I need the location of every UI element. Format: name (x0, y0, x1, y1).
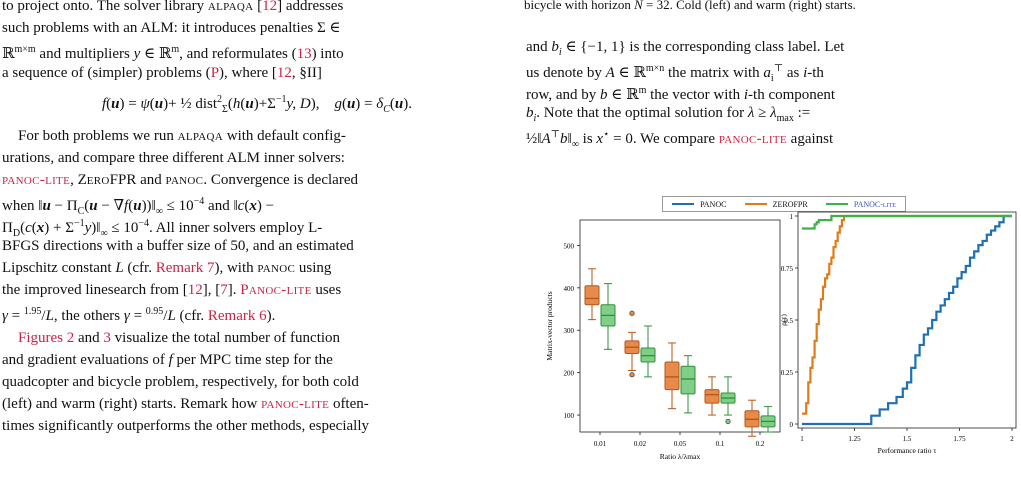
x-tick-label: 0.05 (674, 440, 687, 448)
x-tick-label: 0.02 (634, 440, 647, 448)
y-tick-label: 0.25 (781, 369, 794, 377)
text-line: ℝm×m and multipliers y ∈ ℝm, and reformu… (2, 44, 344, 62)
legend-swatch (672, 203, 695, 205)
x-tick-label: 2 (1010, 435, 1014, 443)
y-tick-label: 200 (564, 370, 575, 378)
text-line: ½‖A⊤b‖∞ is x⋆ = 0. We compare panoc-lite… (526, 129, 834, 150)
box-outlier (629, 372, 635, 378)
legend-item-panoc: PANOC (672, 200, 726, 209)
legend-swatch (825, 203, 848, 205)
x-tick-label: 1.25 (848, 435, 861, 443)
text-line: Lipschitz constant L (cfr. Remark 7), wi… (2, 260, 332, 276)
y-tick-label: 0.5 (784, 317, 793, 325)
series-line-zerofpr (802, 214, 1012, 415)
x-axis-label: Performance ratio τ (878, 446, 937, 455)
box (680, 365, 696, 395)
figure-caption-tail: bicycle with horizon N = 32. Cold (left)… (524, 0, 856, 12)
box-outlier (725, 418, 731, 424)
text-line: BFGS directions with a buffer size of 50… (2, 238, 354, 254)
y-tick-label: 300 (564, 327, 575, 335)
y-tick-label: 400 (564, 285, 575, 293)
text-line: when ‖u − ΠC(u − ∇f(u))‖∞ ≤ 10−4 and ‖c(… (2, 196, 275, 217)
x-tick-label: 1.75 (953, 435, 966, 443)
text-line: a sequence of (simpler) problems (P), wh… (2, 65, 322, 81)
box-outlier (629, 310, 635, 316)
text-line: and gradient evaluations of f per MPC ti… (2, 352, 333, 368)
text-line: us denote by A ∈ ℝm×n the matrix with ai… (526, 63, 824, 84)
y-tick-label: 1 (790, 213, 794, 221)
x-tick-label: 0.01 (594, 440, 607, 448)
text-line: quadcopter and bicycle problem, respecti… (2, 374, 359, 390)
legend-label: PANOC (700, 199, 727, 209)
performance-profile-chart: 0 0.25 0.5 0.75 1 1 1.25 1.5 1.75 2 Performance ra… (780, 211, 1017, 455)
x-axis-label: Ratio λ/λmax (660, 452, 701, 461)
text-line: panoc-lite, ZeroFPR and panoc. Convergen… (2, 172, 358, 188)
y-tick-label: 0.75 (781, 265, 794, 273)
box (664, 361, 680, 391)
equation: f(u) = ψ(u)+ ½ dist2Σ(h(u)+Σ−1y, D), g(u… (101, 94, 413, 115)
text-line: For both problems we run alpaqa with def… (18, 128, 346, 144)
text-line: and bi ∈ {−1, 1} is the corresponding cl… (526, 39, 845, 58)
y-tick-label: 0 (790, 421, 794, 429)
legend-item-zerofpr: ZEROFPR (744, 199, 808, 209)
y-tick-label: 100 (564, 412, 575, 420)
x-tick-label: 1 (800, 435, 804, 443)
x-tick-label: 0.2 (756, 440, 765, 448)
y-axis-label: ρ(τ) (780, 314, 788, 326)
legend-swatch (744, 203, 767, 205)
legend-label: PANOC-lite (853, 199, 896, 209)
text-line: Figures 2 and 3 visualize the total numb… (18, 330, 341, 346)
chart-legend: PANOC ZEROFPR PANOC-lite (662, 196, 906, 212)
text-line: bi. Note that the optimal solution for λ… (526, 105, 811, 124)
text-line: the improved linesearch from [12], [7]. … (2, 282, 342, 298)
text-line: (left) and warm (right) starts. Remark h… (2, 396, 369, 412)
text-line: to project onto. The solver library alpa… (2, 0, 344, 14)
legend-item-panoc-lite: PANOC-lite (825, 199, 896, 209)
x-tick-label: 1.5 (903, 435, 912, 443)
text-line: times significantly outperforms the othe… (2, 418, 369, 434)
text-line: urations, and compare three different AL… (2, 150, 345, 166)
y-tick-label: 500 (564, 242, 575, 250)
boxplot-chart: 100 200 300 400 500 0.01 0.02 0.05 0.1 0.2 Ratio λ… (545, 219, 781, 461)
series-line-panoc (802, 214, 1012, 426)
box (704, 389, 720, 404)
legend-label: ZEROFPR (772, 199, 808, 209)
text-line: such problems with an ALM: it introduces… (2, 20, 341, 36)
series-line-panoc-lite (802, 214, 1012, 230)
text-line: ΠD(c(x) + Σ−1y)‖∞ ≤ 10−4. All inner solv… (2, 218, 323, 239)
x-tick-label: 0.1 (716, 440, 725, 448)
text-line: row, and by b ∈ ℝm the vector with i-th … (526, 85, 836, 103)
box (584, 285, 600, 306)
text-line: γ = 1.95/L, the others γ = 0.95/L (cfr. … (2, 306, 276, 324)
y-axis-label: Matrix-vector products (545, 291, 554, 360)
